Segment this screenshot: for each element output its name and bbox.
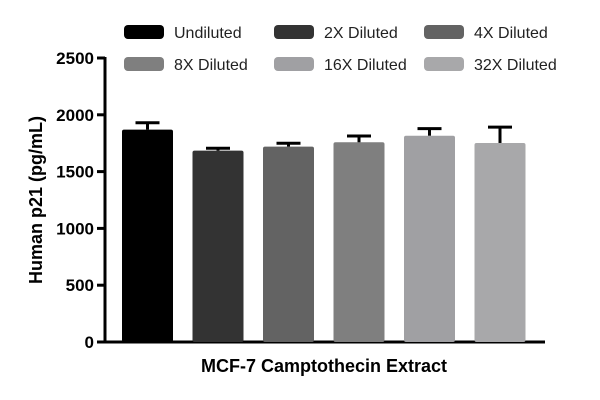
- legend-label-2: 4X Diluted: [474, 25, 548, 42]
- y-axis-label: Human p21 (pg/mL): [26, 116, 46, 284]
- bar-5: [474, 142, 526, 342]
- legend-label-5: 32X Diluted: [474, 57, 557, 74]
- legend-swatch-5: [424, 57, 464, 71]
- x-axis-label: MCF-7 Camptothecin Extract: [201, 356, 447, 376]
- legend-swatch-0: [124, 25, 164, 39]
- bar-4: [404, 135, 455, 342]
- legend-swatch-4: [274, 57, 314, 71]
- y-tick-label: 2500: [56, 49, 94, 68]
- y-tick-label: 500: [66, 276, 94, 295]
- bar-3: [333, 142, 385, 342]
- legend-swatch-1: [274, 25, 314, 39]
- bar-1: [192, 150, 244, 342]
- bar-2: [263, 146, 314, 342]
- legend-label-3: 8X Diluted: [174, 57, 248, 74]
- bar-0: [122, 129, 173, 342]
- y-tick-label: 1000: [56, 219, 94, 238]
- bars: [122, 121, 526, 342]
- y-tick-label: 1500: [56, 163, 94, 182]
- y-tick-label: 2000: [56, 106, 94, 125]
- legend-label-1: 2X Diluted: [324, 25, 398, 42]
- legend-label-0: Undiluted: [174, 25, 242, 42]
- legend-swatch-3: [124, 57, 164, 71]
- y-axis: 0 500 1000 1500 2000 2500: [56, 49, 545, 352]
- legend-swatch-2: [424, 25, 464, 39]
- legend: Undiluted 2X Diluted 4X Diluted 8X Diluted 1…: [124, 25, 557, 74]
- legend-label-4: 16X Diluted: [324, 57, 407, 74]
- y-tick-label: 0: [85, 333, 94, 352]
